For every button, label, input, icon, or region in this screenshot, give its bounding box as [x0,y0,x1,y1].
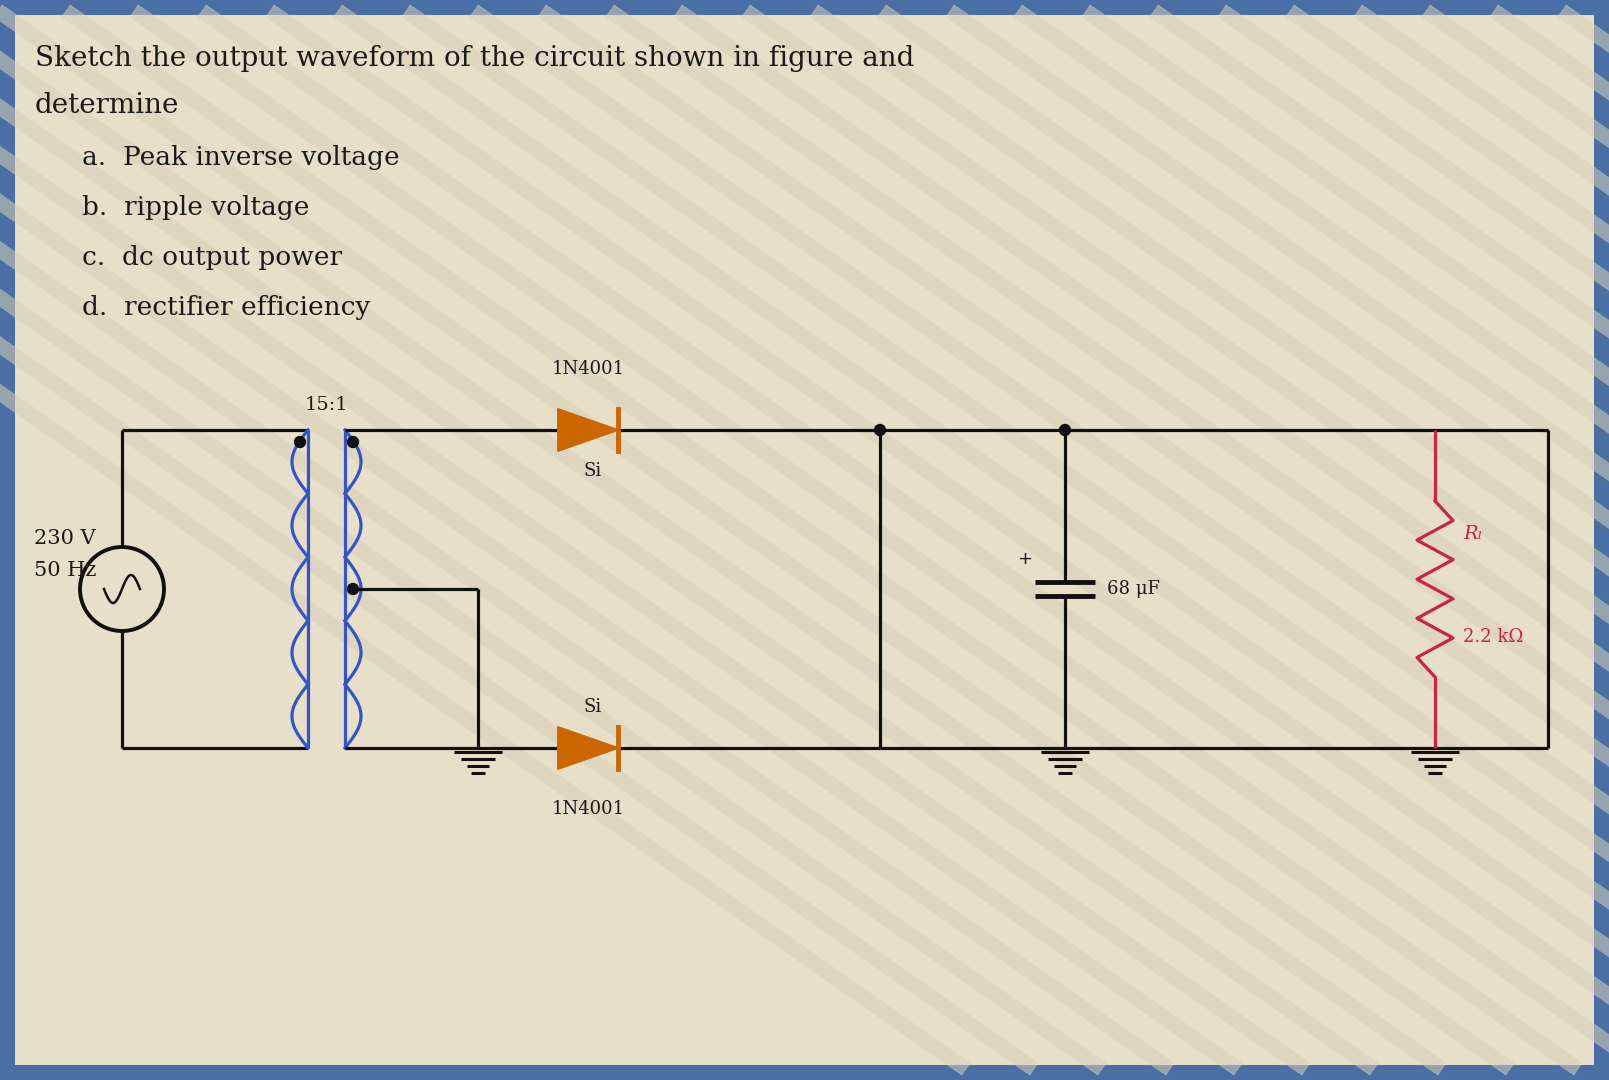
Circle shape [875,424,885,435]
Circle shape [348,436,359,447]
Text: 50 Hz: 50 Hz [34,562,97,581]
Text: 2.2 kΩ: 2.2 kΩ [1463,627,1524,646]
Text: 1N4001: 1N4001 [552,800,624,818]
Text: Si: Si [584,462,602,480]
Text: Si: Si [584,698,602,716]
Text: d.  rectifier efficiency: d. rectifier efficiency [82,295,370,320]
Text: Sketch the output waveform of the circuit shown in figure and: Sketch the output waveform of the circui… [35,45,914,72]
Circle shape [1059,424,1070,435]
Text: +: + [1017,550,1033,568]
Text: Rₗ: Rₗ [1463,525,1482,543]
Polygon shape [558,727,618,769]
Circle shape [294,436,306,447]
Text: 230 V: 230 V [34,529,97,549]
Text: determine: determine [35,92,179,119]
Polygon shape [558,409,618,451]
Text: 15:1: 15:1 [304,396,348,414]
Text: a.  Peak inverse voltage: a. Peak inverse voltage [82,145,399,170]
Text: c.  dc output power: c. dc output power [82,245,343,270]
Text: 1N4001: 1N4001 [552,360,624,378]
Text: b.  ripple voltage: b. ripple voltage [82,195,309,220]
Text: 68 μF: 68 μF [1107,580,1160,598]
Circle shape [348,583,359,594]
